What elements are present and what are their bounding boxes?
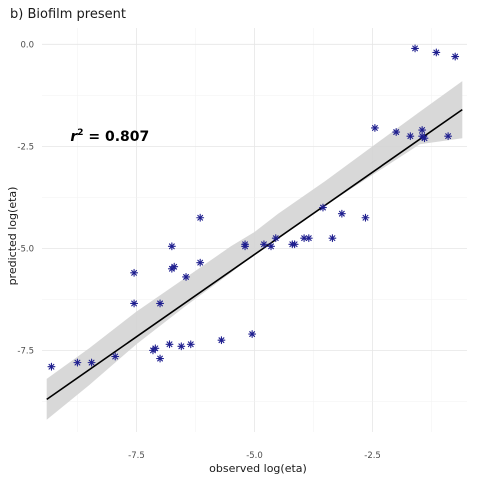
data-point	[47, 362, 56, 371]
data-point	[432, 48, 441, 57]
data-point	[130, 299, 139, 308]
grid	[42, 28, 467, 432]
data-point	[392, 128, 401, 137]
data-point	[156, 354, 165, 363]
data-point	[170, 262, 179, 271]
data-point	[165, 340, 174, 349]
data-point	[406, 132, 415, 141]
y-axis-title: predicted log(eta)	[6, 187, 19, 286]
data-point	[328, 234, 337, 243]
data-point	[361, 213, 370, 222]
y-tick-label: -7.5	[17, 346, 34, 356]
r-squared-value: = 0.807	[84, 129, 150, 145]
fit-line	[46, 108, 463, 401]
x-tick-label: -7.5	[128, 451, 145, 461]
chart-title: b) Biofilm present	[10, 7, 126, 22]
y-tick-label: -2.5	[17, 142, 34, 152]
tick-labels: -7.5 -5.0 -2.5 0.0 -2.5 -5.0 -7.5	[17, 40, 380, 461]
data-point	[177, 342, 186, 351]
data-point	[411, 44, 420, 53]
r-superscript: 2	[77, 128, 83, 138]
r-label: r	[70, 129, 78, 145]
data-point	[451, 52, 460, 61]
x-axis-title: observed log(eta)	[209, 462, 307, 475]
confidence-band	[46, 81, 463, 420]
data-point	[87, 358, 96, 367]
data-point	[290, 240, 299, 249]
regression-line	[46, 108, 463, 401]
confidence-band-area	[46, 81, 463, 420]
data-point	[337, 209, 346, 218]
data-point	[420, 134, 429, 143]
data-point	[217, 336, 226, 345]
data-point	[267, 242, 275, 251]
data-point	[259, 240, 268, 249]
data-point	[241, 240, 250, 249]
y-tick-label: -5.0	[17, 244, 34, 254]
data-point	[167, 242, 176, 251]
data-points	[47, 44, 460, 371]
data-point	[248, 330, 257, 339]
data-point	[130, 268, 139, 277]
data-point	[186, 340, 195, 349]
data-point	[444, 132, 453, 141]
data-point	[73, 358, 82, 367]
data-point	[271, 234, 280, 243]
data-point	[182, 272, 190, 281]
data-point	[151, 344, 160, 353]
data-point	[304, 234, 313, 243]
x-tick-label: -5.0	[246, 451, 263, 461]
data-point	[156, 299, 165, 308]
data-point	[111, 352, 120, 361]
data-point	[196, 213, 205, 222]
data-point	[319, 203, 327, 212]
r-squared-annotation: r2 = 0.807	[70, 128, 149, 145]
y-tick-label: 0.0	[20, 40, 34, 50]
data-point	[370, 124, 379, 132]
data-point	[196, 258, 205, 267]
x-tick-label: -2.5	[364, 451, 381, 461]
